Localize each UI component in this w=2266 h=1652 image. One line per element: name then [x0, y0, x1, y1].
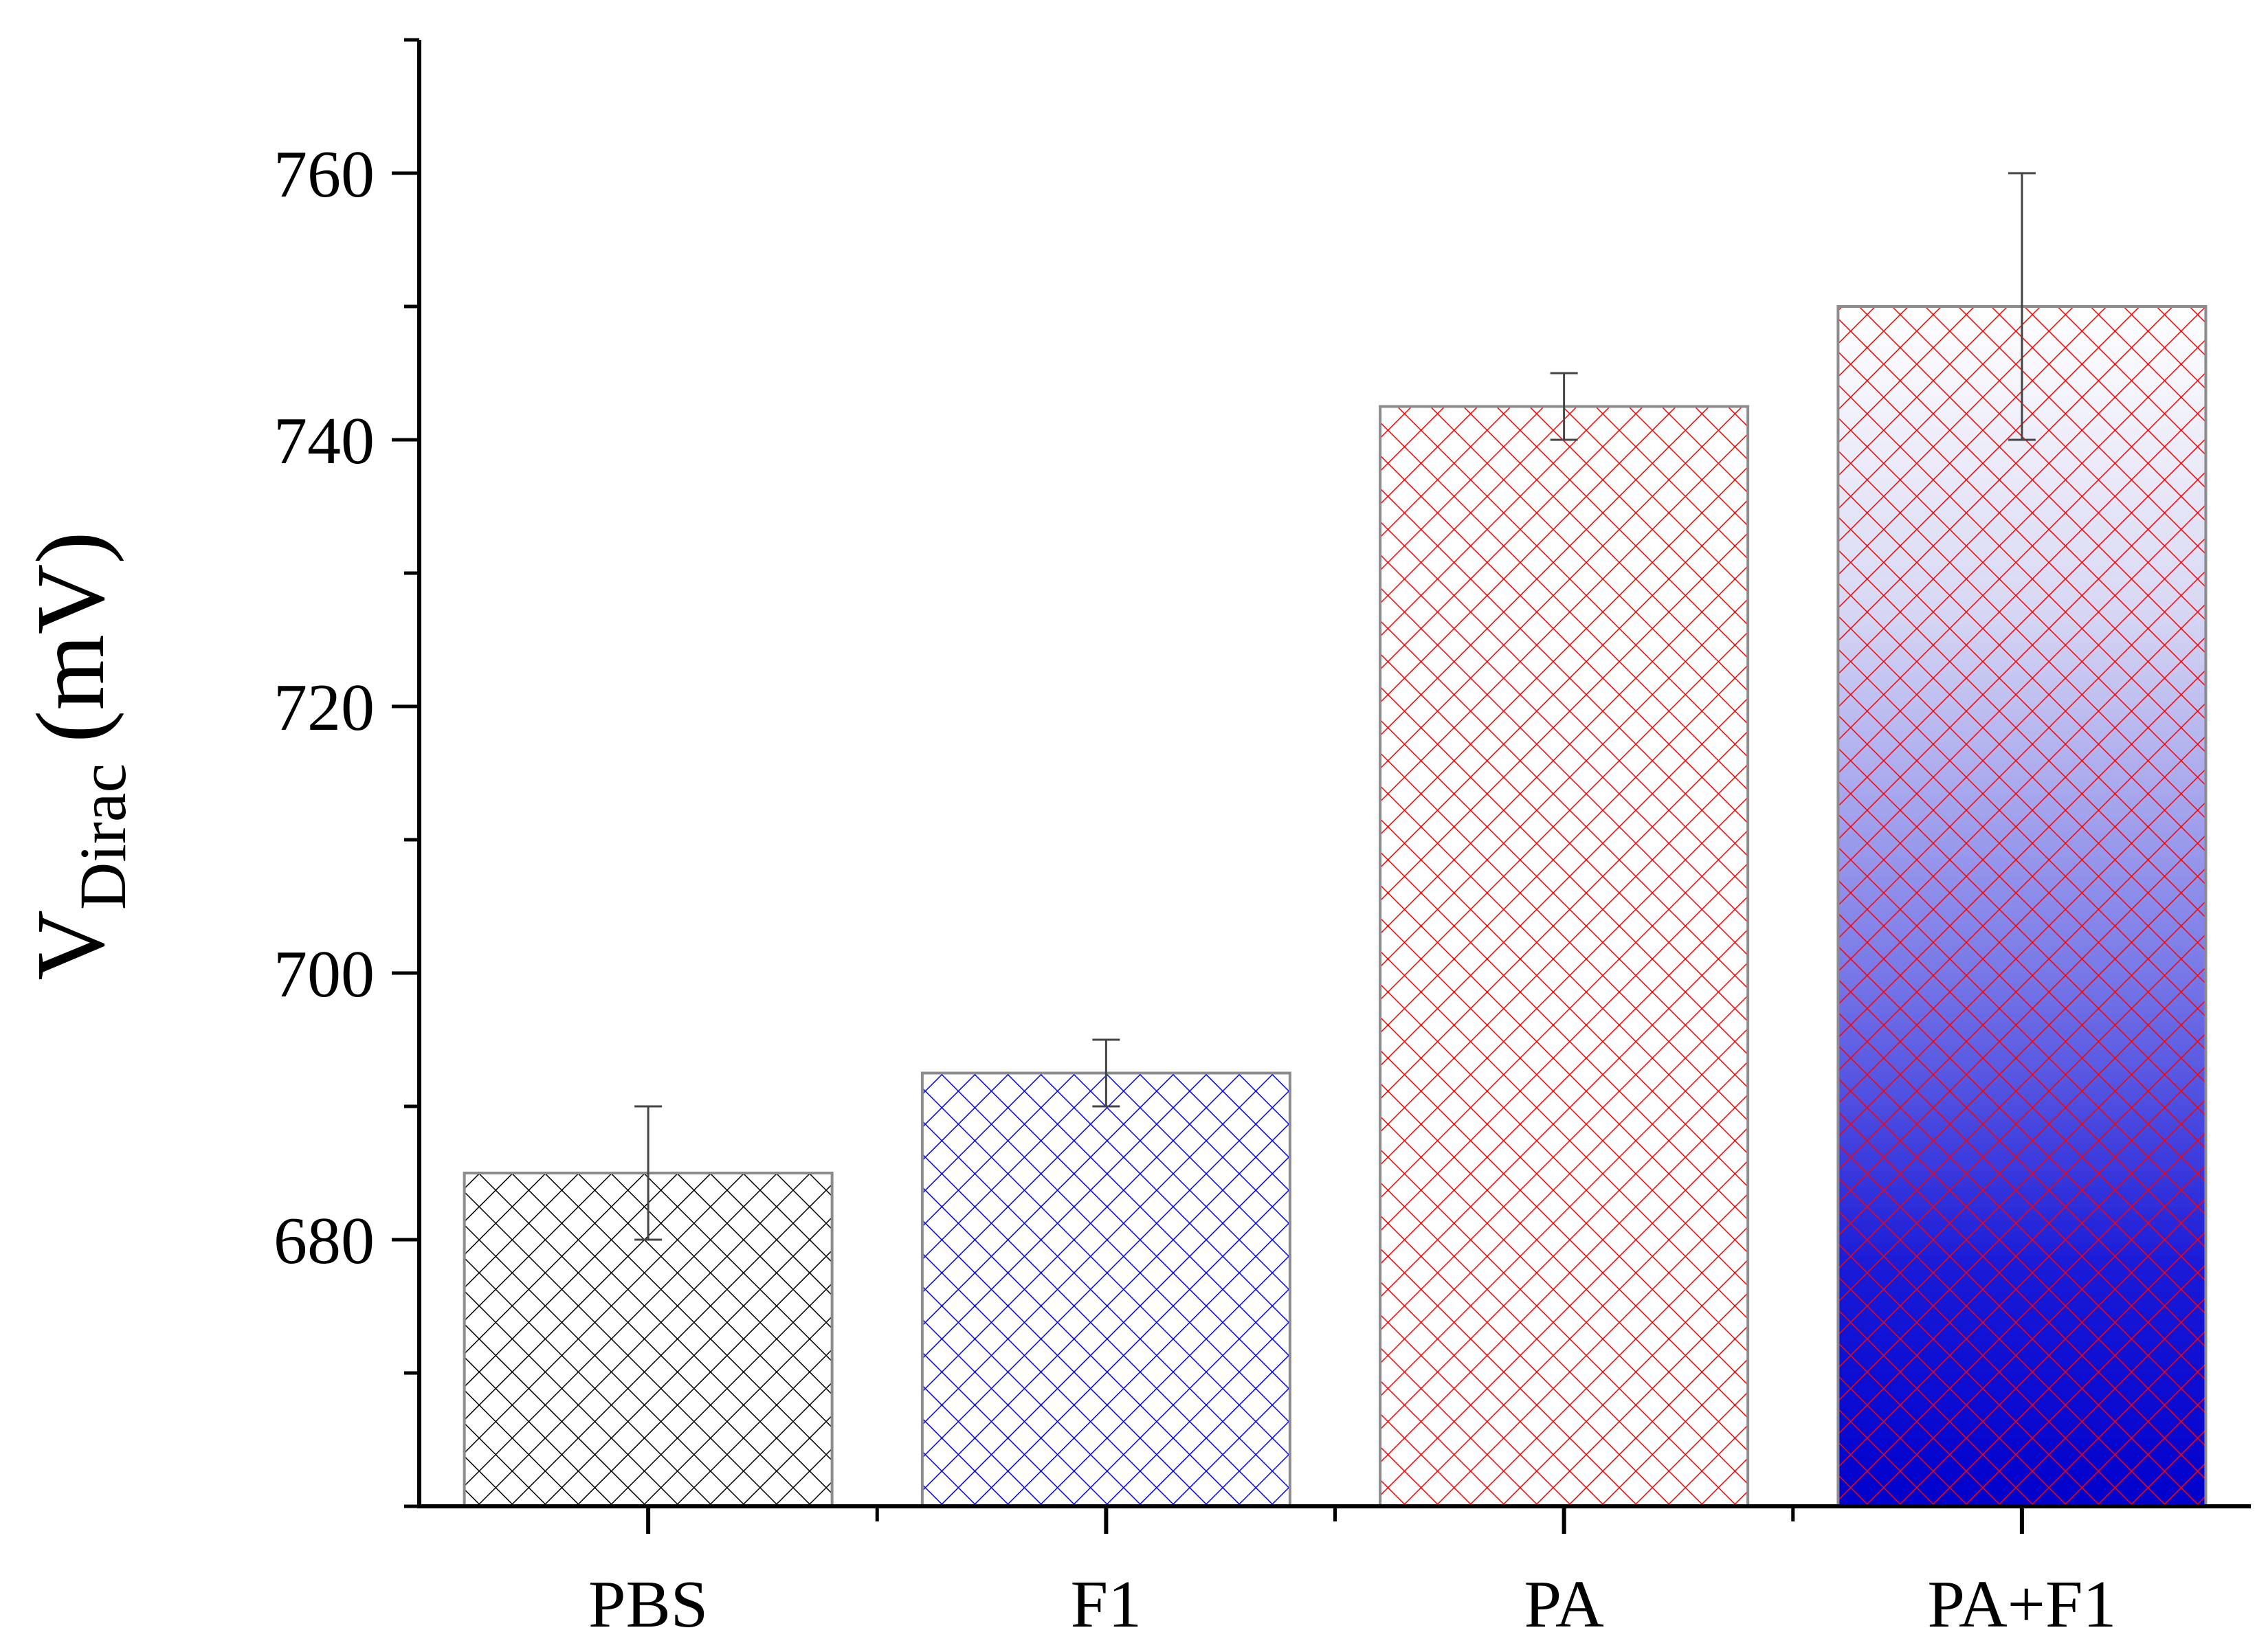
bar-pa	[1379, 405, 1750, 1508]
y-axis-title-unit: (mV)	[16, 531, 124, 743]
bar-f1	[920, 1071, 1291, 1508]
y-tick-label-740: 740	[274, 404, 375, 478]
axes-group	[392, 38, 2251, 1534]
y-tick-label-760: 760	[274, 137, 375, 212]
error-bars-group	[634, 172, 2036, 1241]
bars-group	[463, 305, 2208, 1508]
y-tick-label-680: 680	[274, 1204, 375, 1278]
y-axis-title: VDirac (mV)	[16, 531, 140, 980]
labels-group: PBS F1 PA PA+F1 680 700 720 740 760	[274, 137, 2116, 1642]
bar-pa-f1	[1836, 305, 2208, 1508]
y-axis-title-subscript: Dirac	[66, 763, 140, 910]
x-tick-label-pa: PA	[1524, 1567, 1604, 1642]
y-tick-label-720: 720	[274, 671, 375, 745]
x-tick-label-pa-f1: PA+F1	[1927, 1567, 2116, 1642]
y-axis-title-main: V	[16, 910, 124, 981]
x-tick-label-pbs: PBS	[588, 1567, 708, 1642]
x-tick-label-f1: F1	[1071, 1567, 1142, 1642]
y-tick-label-700: 700	[274, 937, 375, 1012]
